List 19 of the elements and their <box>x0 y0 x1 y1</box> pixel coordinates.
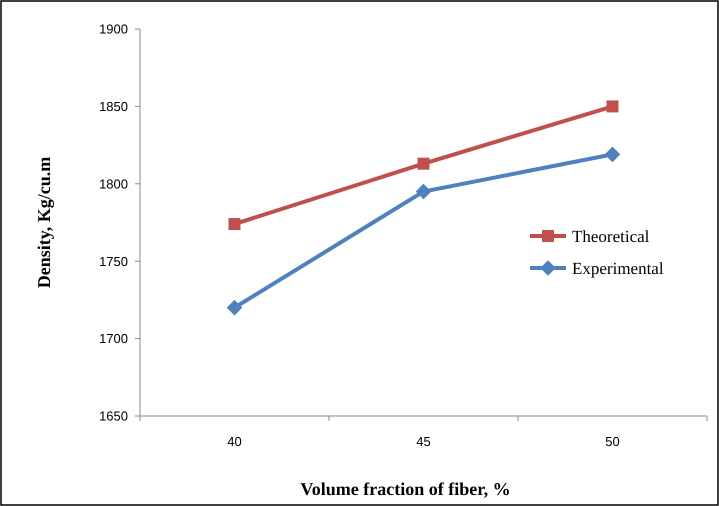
x-axis-title: Volume fraction of fiber, % <box>300 479 511 499</box>
y-axis-title: Density, Kg/cu.m <box>34 156 54 288</box>
legend-label: Theoretical <box>572 226 650 246</box>
point <box>416 184 432 200</box>
x-tick-label: 45 <box>416 434 431 449</box>
y-tick-label: 1650 <box>99 408 128 424</box>
y-tick-label: 1700 <box>99 331 128 346</box>
legend-label: Experimental <box>572 258 664 278</box>
y-tick-label: 1850 <box>99 98 128 114</box>
point <box>418 158 430 170</box>
point <box>228 218 240 230</box>
point <box>606 100 618 112</box>
y-tick-label: 1750 <box>99 254 128 269</box>
x-tick-label: 40 <box>227 434 242 449</box>
point <box>226 300 242 316</box>
x-tick-label: 50 <box>605 434 620 449</box>
y-tick-label: 1900 <box>99 22 128 37</box>
point <box>604 146 620 162</box>
y-tick-label: 1800 <box>99 176 128 192</box>
